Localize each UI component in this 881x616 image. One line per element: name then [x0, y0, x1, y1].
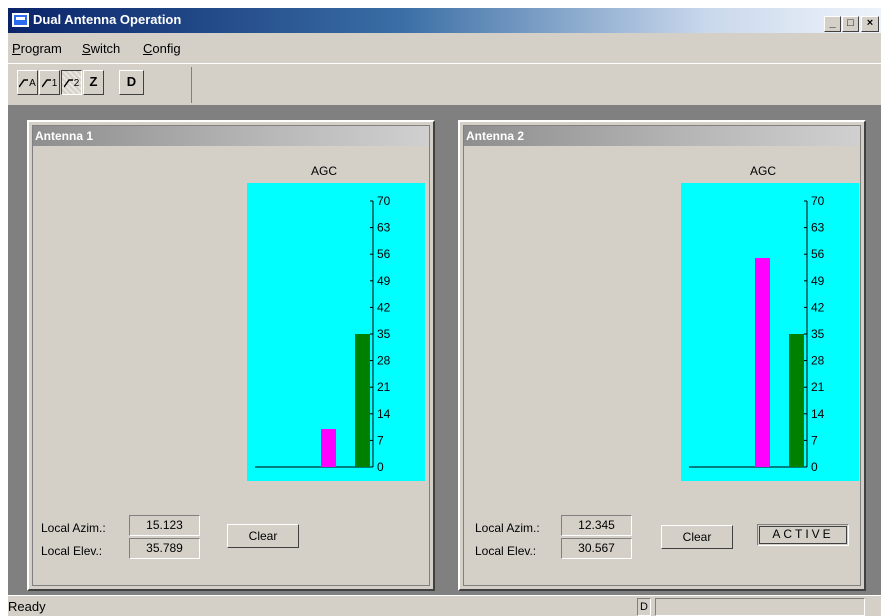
agc-chart: 70 63 56 49 42 35 28 21 14 7 0: [247, 183, 425, 481]
agc-tick-label: 56: [377, 247, 391, 261]
toolbar-group: A 1 2 Z D: [11, 67, 192, 103]
close-button[interactable]: ×: [861, 16, 879, 32]
antenna-1-frame: Antenna 1 AGC 70 63 56 49 42 35 28 21 14 7 0 Local…: [32, 125, 430, 586]
agc-tick-label: 42: [377, 300, 391, 314]
agc-bar: [789, 334, 804, 467]
status-bar: Ready D: [8, 595, 881, 616]
agc-tick-label: 14: [377, 407, 391, 421]
azim-label: Local Azim.:: [475, 521, 540, 535]
azim-label: Local Azim.:: [41, 521, 106, 535]
clear-button[interactable]: Clear: [661, 525, 733, 549]
clear-button[interactable]: Clear: [227, 524, 299, 548]
elev-label: Local Elev.:: [475, 544, 537, 558]
agc-tick-label: 35: [377, 327, 391, 341]
agc-tick-label: 7: [377, 433, 384, 447]
agc-label: AGC: [311, 164, 338, 178]
menu-bar: Program Switch Config: [8, 33, 881, 63]
antenna-a-icon: [18, 78, 29, 87]
toolbar: A 1 2 Z D: [8, 63, 881, 103]
agc-tick-label: 0: [811, 460, 818, 474]
agc-label: AGC: [750, 164, 777, 178]
minimize-button[interactable]: _: [824, 16, 841, 32]
agc-tick-label: 28: [811, 354, 825, 368]
agc-tick-label: 63: [811, 221, 825, 235]
agc-tick-label: 14: [811, 407, 825, 421]
antenna-1-title: Antenna 1: [35, 129, 94, 143]
antenna-1-header: Antenna 1: [33, 126, 429, 146]
agc-tick-label: 70: [377, 194, 391, 208]
antenna-2-button[interactable]: 2: [61, 70, 82, 95]
app-icon: [12, 13, 29, 27]
azim-value: 15.123: [129, 515, 200, 536]
agc-bar: [755, 258, 770, 467]
antenna-2-frame: Antenna 2 AGC 70 63 56 49 42 35 28 21 14 7 0 Local…: [463, 125, 861, 586]
elev-value: 30.567: [561, 538, 632, 559]
agc-tick-label: 70: [811, 194, 825, 208]
agc-tick-label: 21: [377, 380, 391, 394]
status-indicator: D: [637, 598, 651, 616]
agc-tick-label: 49: [811, 274, 825, 288]
antenna-2-header: Antenna 2: [464, 126, 860, 146]
agc-bar: [321, 429, 336, 467]
azim-value: 12.345: [561, 515, 632, 536]
antenna-1-button[interactable]: 1: [39, 70, 60, 95]
agc-tick-label: 28: [377, 354, 391, 368]
elev-value: 35.789: [129, 538, 200, 559]
status-pane: [655, 598, 865, 616]
agc-tick-label: 0: [377, 460, 384, 474]
maximize-button[interactable]: □: [842, 16, 859, 32]
title-bar[interactable]: Dual Antenna Operation _ □ ×: [8, 8, 881, 33]
active-status: ACTIVE: [757, 524, 849, 546]
antenna-1-icon: [41, 78, 51, 87]
z-button[interactable]: Z: [83, 70, 104, 95]
agc-bar: [355, 334, 370, 467]
main-window: Dual Antenna Operation _ □ × Program Swi…: [8, 8, 881, 616]
antenna-2-icon: [63, 78, 73, 87]
menu-config[interactable]: Config: [143, 41, 181, 56]
menu-program[interactable]: Program: [12, 41, 62, 56]
antenna-a-button[interactable]: A: [17, 70, 38, 95]
agc-tick-label: 21: [811, 380, 825, 394]
agc-tick-label: 63: [377, 221, 391, 235]
d-button[interactable]: D: [119, 70, 144, 95]
window-title: Dual Antenna Operation: [33, 12, 182, 27]
agc-chart: 70 63 56 49 42 35 28 21 14 7 0: [681, 183, 859, 481]
antenna-1-panel: Antenna 1 AGC 70 63 56 49 42 35 28 21 14 7 0 Local…: [27, 120, 435, 591]
agc-tick-label: 56: [811, 247, 825, 261]
antenna-2-title: Antenna 2: [466, 129, 525, 143]
menu-switch[interactable]: Switch: [82, 41, 121, 56]
agc-tick-label: 35: [811, 327, 825, 341]
agc-tick-label: 49: [377, 274, 391, 288]
antenna-2-panel: Antenna 2 AGC 70 63 56 49 42 35 28 21 14 7 0 Local…: [458, 120, 866, 591]
elev-label: Local Elev.:: [41, 544, 103, 558]
agc-tick-label: 7: [811, 433, 818, 447]
status-text: Ready: [8, 599, 46, 614]
agc-tick-label: 42: [811, 300, 825, 314]
